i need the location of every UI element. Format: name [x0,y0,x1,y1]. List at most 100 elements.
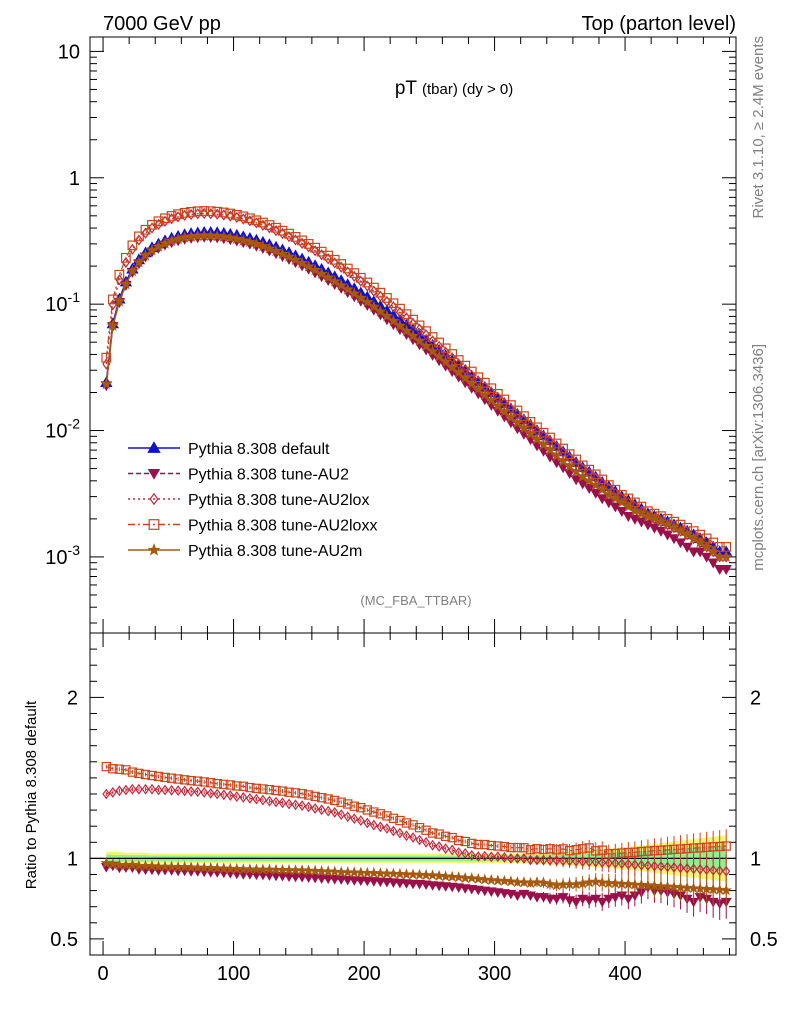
ratio-point-AU2loxx [519,843,529,853]
main-point-AU2m [707,545,720,557]
ratio-point-AU2lox [559,855,568,867]
main-series-AU2m [100,229,733,563]
ratio-point-AU2loxx [271,785,281,796]
main-point-AU2lox [115,274,124,286]
main-y-tick-label: 10 [58,41,80,63]
ratio-point-AU2lox [167,784,176,796]
ratio-series-AU2lox [102,783,731,889]
ratio-point-AU2loxx [506,842,516,853]
ratio-point-AU2loxx [447,832,457,843]
legend-item-AU2: Pythia 8.308 tune-AU2 [128,467,349,484]
main-point-AU2m [419,339,433,352]
ratio-point-AU2loxx [675,844,686,854]
main-point-AU2loxx [199,206,210,216]
ratio-point-AU2m [217,862,230,874]
main-point-AU2m [478,388,491,401]
ratio-point-AU2lox [572,855,581,867]
main-point-AU2loxx [173,209,183,220]
ratio-point-AU2lox [487,851,496,863]
rivet-version-label: Rivet 3.1.10, ≥ 2.4M events [750,36,767,219]
main-point-AU2loxx [421,326,431,337]
ratio-point-AU2m [655,880,667,892]
ratio-point-AU2m [661,880,674,892]
ratio-point-AU2m [648,879,661,891]
legend-item-AU2lox: Pythia 8.308 tune-AU2lox [128,492,369,509]
main-point-AU2m [524,427,537,440]
main-point-AU2m [530,433,544,445]
ratio-y-axis-label: Ratio to Pythia 8.308 default [23,700,40,889]
main-point-AU2loxx [153,216,164,227]
main-point-AU2m [250,237,263,250]
main-point-AU2loxx [160,213,170,224]
ratio-point-AU2loxx [708,842,718,852]
ratio-point-AU2 [531,893,543,903]
ratio-point-AU2lox [180,785,189,797]
main-point-AU2m [635,507,648,519]
main-point-AU2m [648,512,661,525]
main-point-AU2loxx [114,269,125,280]
ratio-point-AU2lox [206,787,215,799]
ratio-point-AU2loxx [192,776,203,786]
main-point-AU2m [119,277,132,290]
legend-marker-default [147,441,161,453]
main-point-AU2loxx [147,219,157,230]
ratio-y-tick-label-right: 0.5 [750,929,778,951]
ratio-point-AU2lox [108,786,117,798]
ratio-point-AU2loxx [512,842,523,853]
main-point-AU2m [335,278,348,291]
ratio-point-AU2loxx [323,794,333,804]
ratio-point-AU2lox [676,862,685,874]
main-point-AU2m [400,324,413,337]
ratio-point-AU2lox [121,784,130,796]
main-panel: 10-3 10-2 10-1 1 10 [45,36,737,634]
ratio-point-AU2lox [330,806,339,818]
ratio-point-AU2m [107,858,119,870]
ratio-point-AU2loxx [199,777,209,787]
main-point-AU2m [628,504,641,517]
main-point-AU2m [491,399,504,412]
main-point-AU2loxx [427,332,438,342]
main-point-AU2m [341,283,354,295]
main-point-AU2loxx [258,217,268,228]
main-point-AU2m [380,309,393,322]
ratio-point-AU2loxx [375,809,386,819]
ratio-point-AU2lox [350,813,359,825]
ratio-point-AU2lox [591,856,600,868]
main-point-AU2loxx [134,231,144,242]
main-y-tick-label: 10-3 [45,542,80,569]
main-point-AU2loxx [192,206,203,217]
main-point-AU2m [556,454,570,467]
ratio-point-AU2lox [298,800,307,812]
ratio-point-AU2loxx [643,846,653,856]
main-point-AU2m [576,470,589,483]
main-y-tick-label: 10-1 [45,289,80,316]
main-point-AU2loxx [212,206,223,217]
ratio-point-AU2loxx [584,843,594,853]
ratio-point-AU2 [609,893,621,903]
ratio-point-AU2m [505,875,517,887]
ratio-point-AU2m [700,882,713,894]
ratio-point-AU2loxx [238,781,249,791]
ratio-point-AU2 [583,896,595,906]
ratio-point-AU2lox [428,839,437,851]
ratio-point-AU2lox [637,859,646,871]
main-point-AU2loxx [101,352,112,363]
main-point-AU2 [707,558,719,569]
ratio-point-AU2lox [402,830,411,842]
main-point-AU2m [700,540,713,553]
ratio-point-AU2loxx [453,835,464,846]
ratio-point-AU2m [426,869,439,881]
ratio-point-AU2 [596,897,608,908]
main-point-AU2m [217,230,230,243]
main-point-AU2m [596,483,609,495]
main-point-AU2m [106,319,119,331]
ratio-point-AU2lox [657,861,665,872]
main-point-AU2m [309,263,322,276]
main-point-AU2m [550,449,563,462]
main-point-AU2m [654,515,668,527]
ratio-point-AU2loxx [310,791,320,802]
ratio-point-AU2lox [441,843,450,855]
ratio-point-AU2loxx [630,847,640,857]
ratio-point-AU2m [452,871,465,883]
ratio-point-AU2loxx [206,778,216,788]
